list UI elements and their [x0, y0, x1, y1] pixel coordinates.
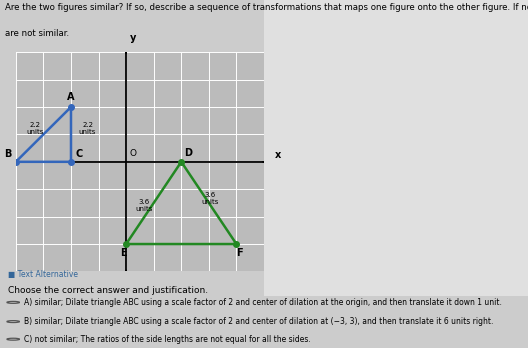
Text: B) similar; Dilate triangle ABC using a scale factor of 2 and center of dilation: B) similar; Dilate triangle ABC using a … — [24, 317, 493, 326]
FancyArrow shape — [125, 39, 128, 54]
Text: D: D — [184, 148, 192, 158]
Text: 3.6
units: 3.6 units — [135, 199, 153, 212]
Text: C: C — [75, 149, 82, 159]
Text: are not similar.: are not similar. — [5, 29, 69, 38]
Text: B: B — [4, 149, 12, 159]
Text: O: O — [129, 149, 136, 158]
Text: 3.6
units: 3.6 units — [202, 192, 219, 205]
Text: x: x — [275, 150, 281, 160]
Text: Are the two figures similar? If so, describe a sequence of transformations that : Are the two figures similar? If so, desc… — [5, 3, 528, 11]
FancyArrow shape — [3, 160, 17, 164]
Text: E: E — [120, 248, 127, 258]
Text: 2.2
units: 2.2 units — [26, 122, 44, 135]
FancyArrow shape — [262, 160, 277, 164]
Text: ■ Text Alternative: ■ Text Alternative — [8, 270, 78, 279]
Text: F: F — [236, 248, 242, 258]
Text: Choose the correct answer and justification.: Choose the correct answer and justificat… — [8, 286, 208, 294]
FancyArrow shape — [125, 270, 128, 285]
Text: A: A — [67, 92, 75, 102]
Text: C) not similar; The ratios of the side lengths are not equal for all the sides.: C) not similar; The ratios of the side l… — [24, 335, 310, 344]
Text: y: y — [129, 33, 136, 44]
Text: 2.2
units: 2.2 units — [79, 122, 96, 135]
Text: A) similar; Dilate triangle ABC using a scale factor of 2 and center of dilation: A) similar; Dilate triangle ABC using a … — [24, 298, 502, 307]
